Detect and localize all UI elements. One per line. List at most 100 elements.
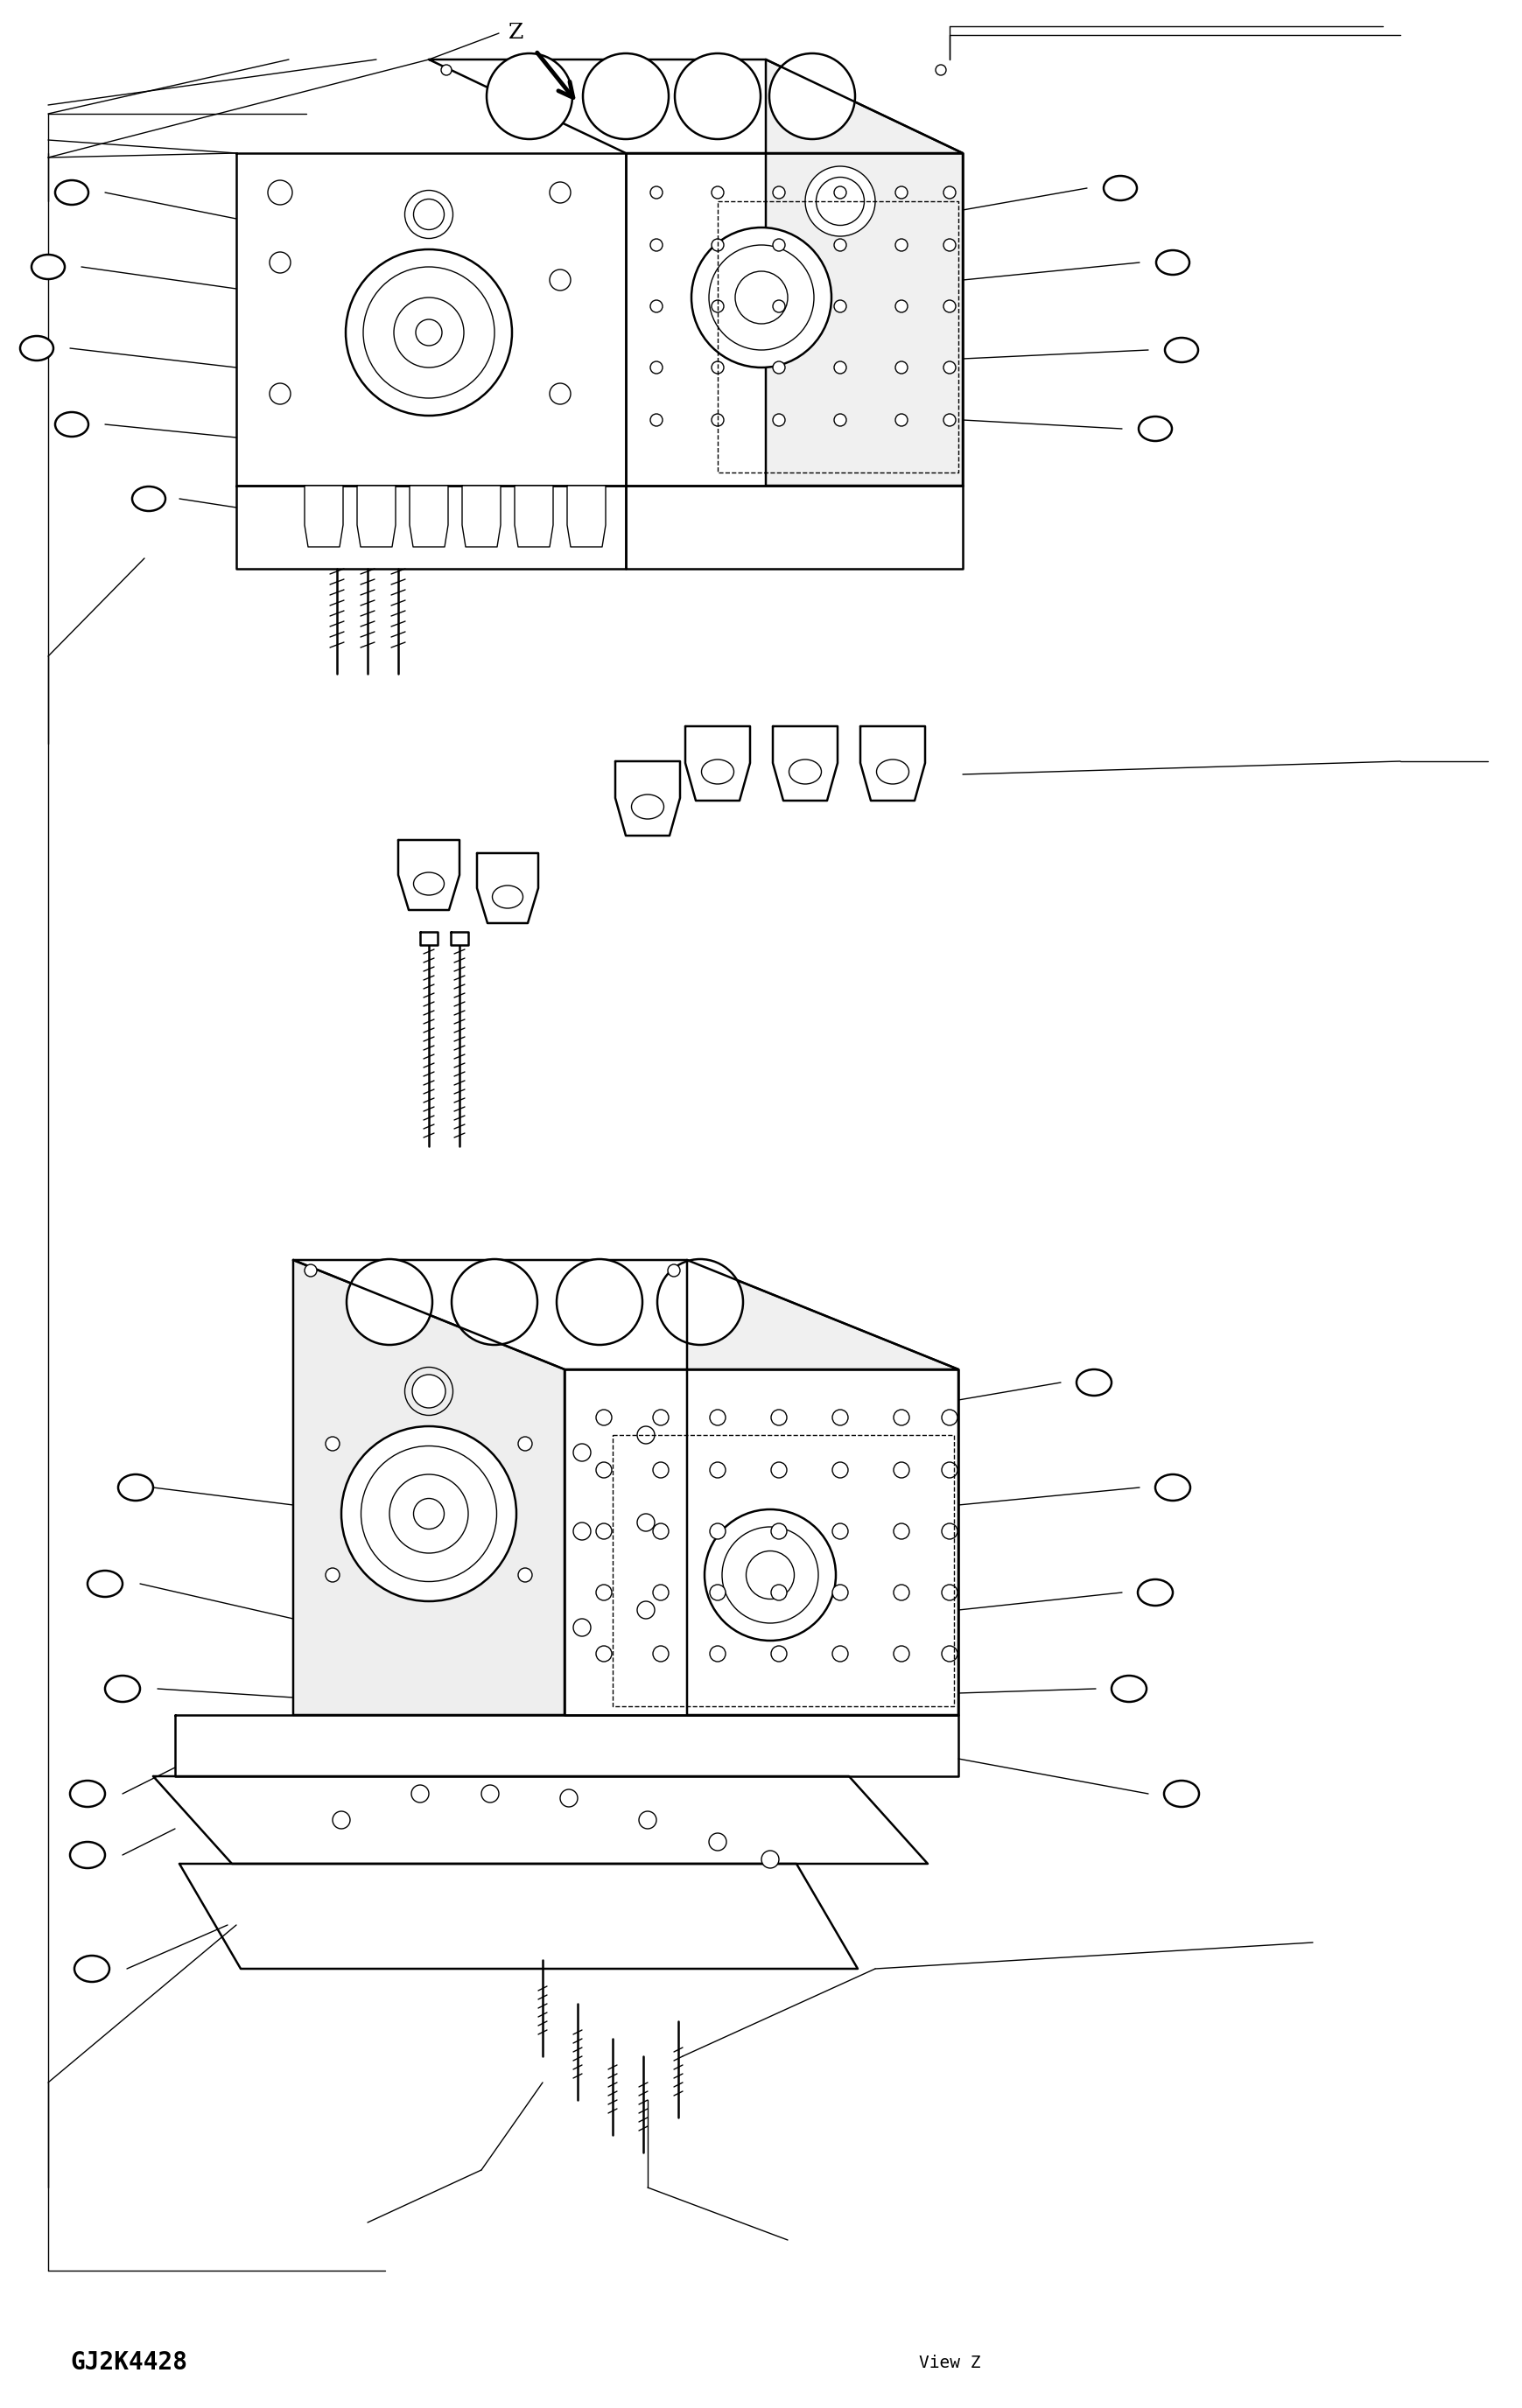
Ellipse shape <box>712 361 724 373</box>
Ellipse shape <box>1164 1780 1199 1806</box>
Ellipse shape <box>361 1445 496 1582</box>
Ellipse shape <box>769 53 855 140</box>
Ellipse shape <box>893 1647 909 1662</box>
Ellipse shape <box>893 1524 909 1539</box>
Ellipse shape <box>653 1584 668 1601</box>
Ellipse shape <box>712 238 724 250</box>
Ellipse shape <box>833 1584 848 1601</box>
Ellipse shape <box>761 1852 779 1869</box>
Ellipse shape <box>709 246 814 349</box>
Ellipse shape <box>735 272 788 323</box>
Ellipse shape <box>944 185 956 197</box>
Ellipse shape <box>772 1647 787 1662</box>
Ellipse shape <box>834 238 846 250</box>
Ellipse shape <box>893 1584 909 1601</box>
Ellipse shape <box>893 1462 909 1479</box>
Polygon shape <box>615 761 680 836</box>
Text: View Z: View Z <box>919 2355 980 2372</box>
Ellipse shape <box>942 1462 957 1479</box>
Ellipse shape <box>557 1259 642 1346</box>
Ellipse shape <box>773 361 785 373</box>
Polygon shape <box>294 1259 565 1714</box>
Ellipse shape <box>390 1474 469 1553</box>
Ellipse shape <box>653 1524 668 1539</box>
Ellipse shape <box>345 250 511 417</box>
Ellipse shape <box>416 320 441 347</box>
Ellipse shape <box>341 1426 516 1601</box>
Ellipse shape <box>88 1570 123 1597</box>
Ellipse shape <box>650 361 662 373</box>
Ellipse shape <box>326 1438 339 1450</box>
Polygon shape <box>565 1370 959 1714</box>
Ellipse shape <box>691 226 831 368</box>
Ellipse shape <box>574 1522 591 1541</box>
Ellipse shape <box>746 1551 794 1599</box>
Ellipse shape <box>304 1264 317 1276</box>
Ellipse shape <box>105 1676 140 1702</box>
Polygon shape <box>766 60 963 486</box>
Polygon shape <box>626 154 963 486</box>
Polygon shape <box>626 486 963 568</box>
Polygon shape <box>420 932 438 944</box>
Ellipse shape <box>805 166 875 236</box>
Ellipse shape <box>834 301 846 313</box>
Ellipse shape <box>709 1409 726 1426</box>
Ellipse shape <box>709 1832 726 1852</box>
Ellipse shape <box>833 1647 848 1662</box>
Ellipse shape <box>816 178 864 226</box>
Ellipse shape <box>773 185 785 197</box>
Ellipse shape <box>833 1524 848 1539</box>
Polygon shape <box>463 486 501 547</box>
Polygon shape <box>773 727 837 799</box>
Ellipse shape <box>942 1647 957 1662</box>
Ellipse shape <box>412 1375 446 1409</box>
Ellipse shape <box>75 1955 110 1982</box>
Ellipse shape <box>772 1524 787 1539</box>
Ellipse shape <box>895 185 907 197</box>
Text: GJ2K4428: GJ2K4428 <box>70 2350 187 2374</box>
Ellipse shape <box>1155 1474 1190 1500</box>
Ellipse shape <box>517 1438 533 1450</box>
Ellipse shape <box>1138 1580 1173 1606</box>
Ellipse shape <box>650 185 662 197</box>
Ellipse shape <box>549 383 571 405</box>
Ellipse shape <box>944 361 956 373</box>
Ellipse shape <box>269 253 291 272</box>
Polygon shape <box>860 727 925 799</box>
Ellipse shape <box>268 181 292 205</box>
Ellipse shape <box>326 1568 339 1582</box>
Ellipse shape <box>895 301 907 313</box>
Ellipse shape <box>55 412 88 436</box>
Ellipse shape <box>650 301 662 313</box>
Polygon shape <box>304 486 342 547</box>
Ellipse shape <box>705 1510 836 1640</box>
Ellipse shape <box>1111 1676 1146 1702</box>
Ellipse shape <box>942 1524 957 1539</box>
Ellipse shape <box>394 299 464 368</box>
Ellipse shape <box>597 1584 612 1601</box>
Ellipse shape <box>942 1584 957 1601</box>
Ellipse shape <box>20 337 53 361</box>
Ellipse shape <box>414 1498 444 1529</box>
Ellipse shape <box>597 1462 612 1479</box>
Ellipse shape <box>709 1462 726 1479</box>
Ellipse shape <box>333 1811 350 1828</box>
Polygon shape <box>451 932 469 944</box>
Ellipse shape <box>414 200 444 229</box>
Ellipse shape <box>936 65 947 75</box>
Ellipse shape <box>895 238 907 250</box>
Ellipse shape <box>32 255 65 279</box>
Polygon shape <box>686 1259 959 1714</box>
Ellipse shape <box>653 1647 668 1662</box>
Ellipse shape <box>773 238 785 250</box>
Ellipse shape <box>1164 337 1198 361</box>
Ellipse shape <box>70 1842 105 1869</box>
Ellipse shape <box>597 1409 612 1426</box>
Ellipse shape <box>364 267 495 397</box>
Ellipse shape <box>650 238 662 250</box>
Ellipse shape <box>1076 1370 1111 1397</box>
Polygon shape <box>399 840 460 910</box>
Ellipse shape <box>638 1426 654 1445</box>
Ellipse shape <box>833 1462 848 1479</box>
Ellipse shape <box>895 414 907 426</box>
